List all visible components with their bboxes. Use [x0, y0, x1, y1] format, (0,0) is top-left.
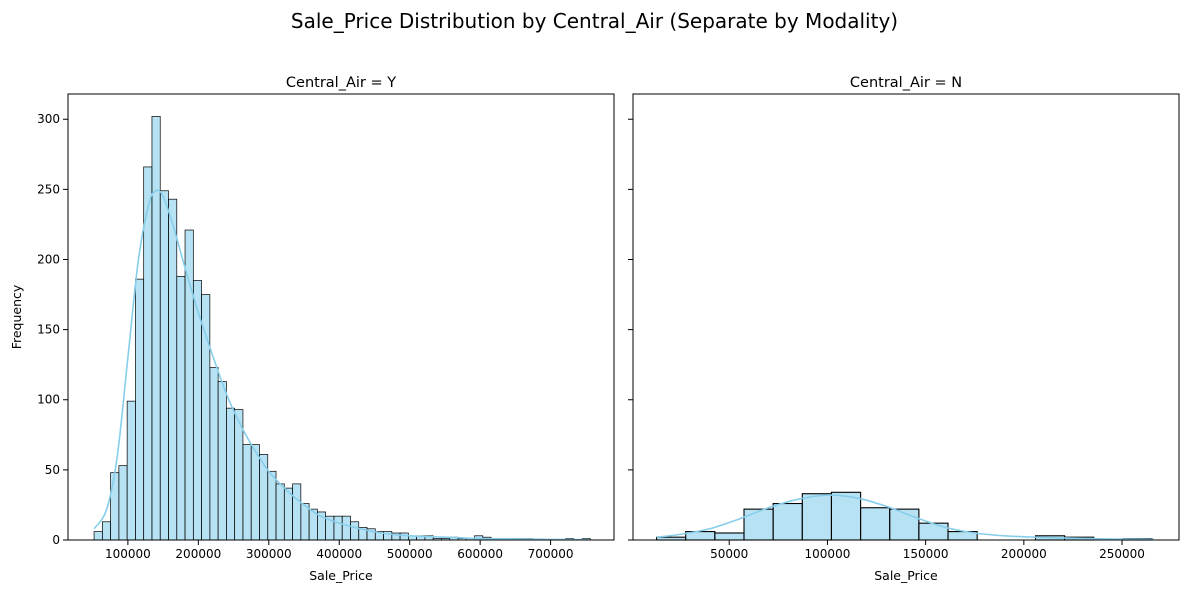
x-tick-label: 500000 — [387, 547, 433, 561]
subplot-n-y-ticks — [628, 118, 633, 541]
subplot-n-x-axis-label: Sale_Price — [874, 568, 938, 583]
x-tick-label: 100000 — [805, 547, 851, 561]
subplot-y-title: Central_Air = Y — [286, 75, 396, 91]
subplot-y-y-ticks: 0 50 100 150 200 250 300 — [37, 112, 68, 547]
histogram-bar — [292, 483, 302, 541]
y-tick-label: 50 — [45, 463, 60, 477]
histogram-bar — [801, 493, 832, 541]
histogram-bar — [714, 532, 745, 541]
y-tick-label: 150 — [37, 323, 60, 337]
subplot-y-x-ticks: 100000 200000 300000 400000 500000 600000 7000… — [105, 540, 574, 561]
subplot-y-kde-line — [93, 189, 590, 541]
histogram-bar — [341, 515, 351, 541]
subplot-y-bars — [93, 116, 591, 541]
histogram-bar — [110, 472, 120, 541]
x-tick-label: 50000 — [710, 547, 748, 561]
x-tick-label: 200000 — [1001, 547, 1047, 561]
subplot-n-kde-line — [656, 494, 1154, 541]
histogram-bar — [333, 515, 343, 541]
histogram-bar — [275, 483, 285, 541]
histogram-bar — [151, 116, 161, 541]
subplot-y-y-axis-label: Frequency — [9, 284, 24, 349]
x-tick-label: 200000 — [175, 547, 221, 561]
subplot-y: Central_Air = Y 100000 200000 300000 400000… — [9, 75, 615, 583]
x-tick-label: 100000 — [105, 547, 151, 561]
histogram-bar — [118, 465, 128, 541]
x-tick-label: 400000 — [316, 547, 362, 561]
histogram-bar — [300, 503, 310, 541]
subplot-n-frame — [632, 93, 1180, 541]
histogram-bar — [201, 294, 211, 541]
subplot-n-title: Central_Air = N — [850, 75, 962, 91]
histogram-bar — [168, 198, 178, 541]
histogram-bar — [101, 521, 111, 541]
histogram-bar — [830, 491, 862, 541]
histogram-bar — [135, 278, 145, 541]
x-tick-label: 700000 — [528, 547, 574, 561]
histogram-bar — [743, 508, 774, 541]
subplot-n: Central_Air = N 50000 100000 150000 200000 2… — [628, 75, 1180, 583]
histogram-bar — [209, 367, 219, 541]
y-tick-label: 250 — [37, 182, 60, 196]
histogram-bar — [772, 502, 803, 541]
histogram-bar — [93, 531, 103, 541]
histogram-bar — [283, 487, 293, 541]
histogram-bar — [918, 522, 949, 541]
y-tick-label: 300 — [37, 112, 60, 126]
x-tick-label: 300000 — [246, 547, 292, 561]
y-tick-label: 200 — [37, 252, 60, 266]
subplot-y-x-axis-label: Sale_Price — [309, 568, 373, 583]
histogram-bar — [159, 190, 169, 541]
histogram-bar — [184, 229, 194, 541]
subplot-n-bars — [656, 491, 1153, 541]
y-tick-label: 0 — [52, 533, 60, 547]
histogram-bar — [226, 407, 236, 541]
histogram-bar — [350, 521, 360, 541]
histogram-bar — [250, 444, 260, 541]
subplot-y-frame — [67, 93, 615, 541]
figure-title: Sale_Price Distribution by Central_Air (… — [291, 9, 898, 33]
histogram-bar — [889, 508, 920, 541]
histogram-bar — [860, 507, 891, 541]
histogram-bar — [242, 444, 252, 541]
histogram-bar — [234, 409, 244, 541]
histogram-bar — [267, 470, 277, 541]
x-tick-label: 250000 — [1099, 547, 1145, 561]
histogram-bar — [176, 275, 186, 541]
histogram-bar — [217, 381, 227, 541]
y-tick-label: 100 — [37, 393, 60, 407]
histogram-bar — [399, 532, 409, 541]
x-tick-label: 150000 — [903, 547, 949, 561]
subplot-n-x-ticks: 50000 100000 150000 200000 250000 — [710, 540, 1145, 561]
x-tick-label: 600000 — [457, 547, 503, 561]
histogram-bar — [126, 400, 136, 541]
